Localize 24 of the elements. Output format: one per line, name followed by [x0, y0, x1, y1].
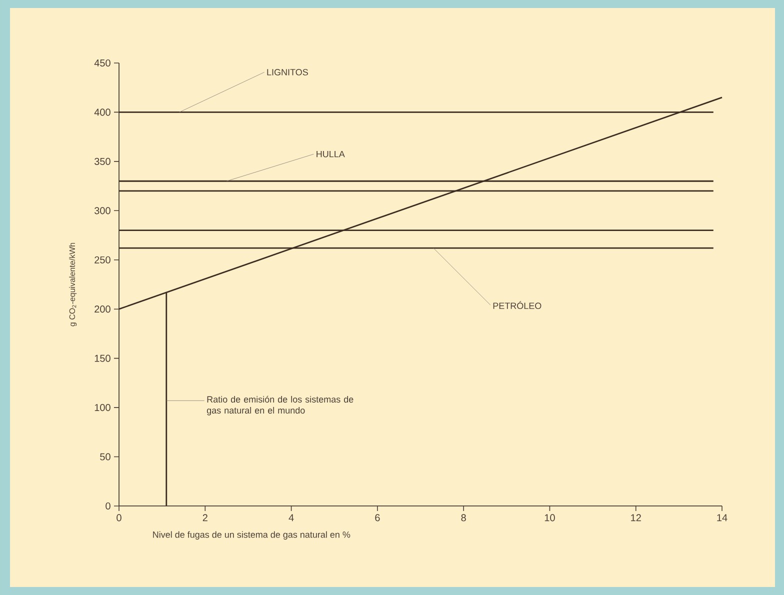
x-tick-label: 2	[202, 514, 208, 522]
y-tick-label: 450	[94, 59, 110, 67]
x-tick-label: 12	[631, 514, 641, 522]
annotation: PETRÓLEO	[493, 301, 542, 310]
x-tick-label: 0	[116, 514, 122, 522]
y-tick-label: 150	[94, 354, 110, 362]
y-tick-label: 400	[94, 108, 110, 116]
y-axis-title: g CO$_{2}$-equivalente/kWh	[69, 242, 77, 326]
x-tick-label: 6	[375, 514, 380, 522]
annotation: LIGNITOS	[267, 69, 308, 76]
y-tick-label: 350	[94, 158, 110, 165]
annotation: HULLA	[316, 150, 345, 158]
x-tick-label: 4	[288, 514, 294, 522]
x-tick-label: 14	[717, 514, 728, 522]
y-tick-label: 50	[100, 453, 110, 460]
x-tick-label: 8	[461, 514, 466, 522]
y-tick-label: 100	[94, 404, 110, 412]
x-tick-label: 10	[544, 514, 555, 522]
y-tick-label: 250	[94, 256, 110, 264]
y-tick-label: 0	[106, 502, 110, 510]
y-tick-label: 300	[94, 207, 110, 214]
y-tick-label: 200	[94, 306, 110, 313]
annotation: Ratio de emisión de los sistemas de gas natural en el mundo	[206, 396, 354, 416]
x-axis-title: Nivel de fugas de un sistema de gas natural en %	[153, 531, 350, 540]
